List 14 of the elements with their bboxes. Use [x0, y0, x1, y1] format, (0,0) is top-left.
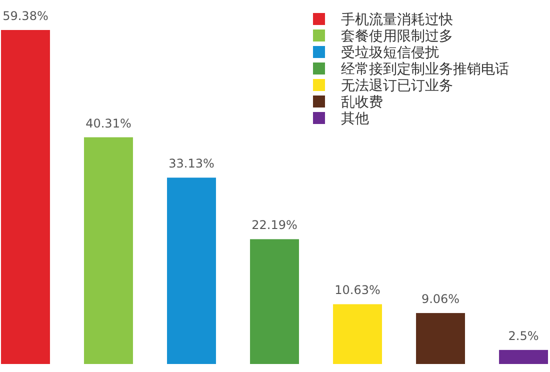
- legend-label: 经常接到定制业务推销电话: [341, 62, 509, 78]
- legend-label: 手机流量消耗过快: [341, 12, 453, 28]
- legend-label: 其他: [341, 111, 369, 127]
- data-label: 2.5%: [508, 328, 539, 343]
- legend-label: 无法退订已订业务: [341, 78, 453, 94]
- data-label: 33.13%: [168, 156, 214, 171]
- legend-label: 套餐使用限制过多: [341, 28, 453, 44]
- legend-label: 乱收费: [341, 94, 383, 110]
- data-label: 9.06%: [421, 292, 460, 306]
- data-label: 59.38%: [2, 9, 48, 23]
- data-label: 10.63%: [334, 283, 380, 298]
- data-label: 22.19%: [252, 218, 298, 232]
- legend-label: 受垃圾短信侵扰: [341, 45, 439, 61]
- data-label: 40.31%: [86, 116, 132, 130]
